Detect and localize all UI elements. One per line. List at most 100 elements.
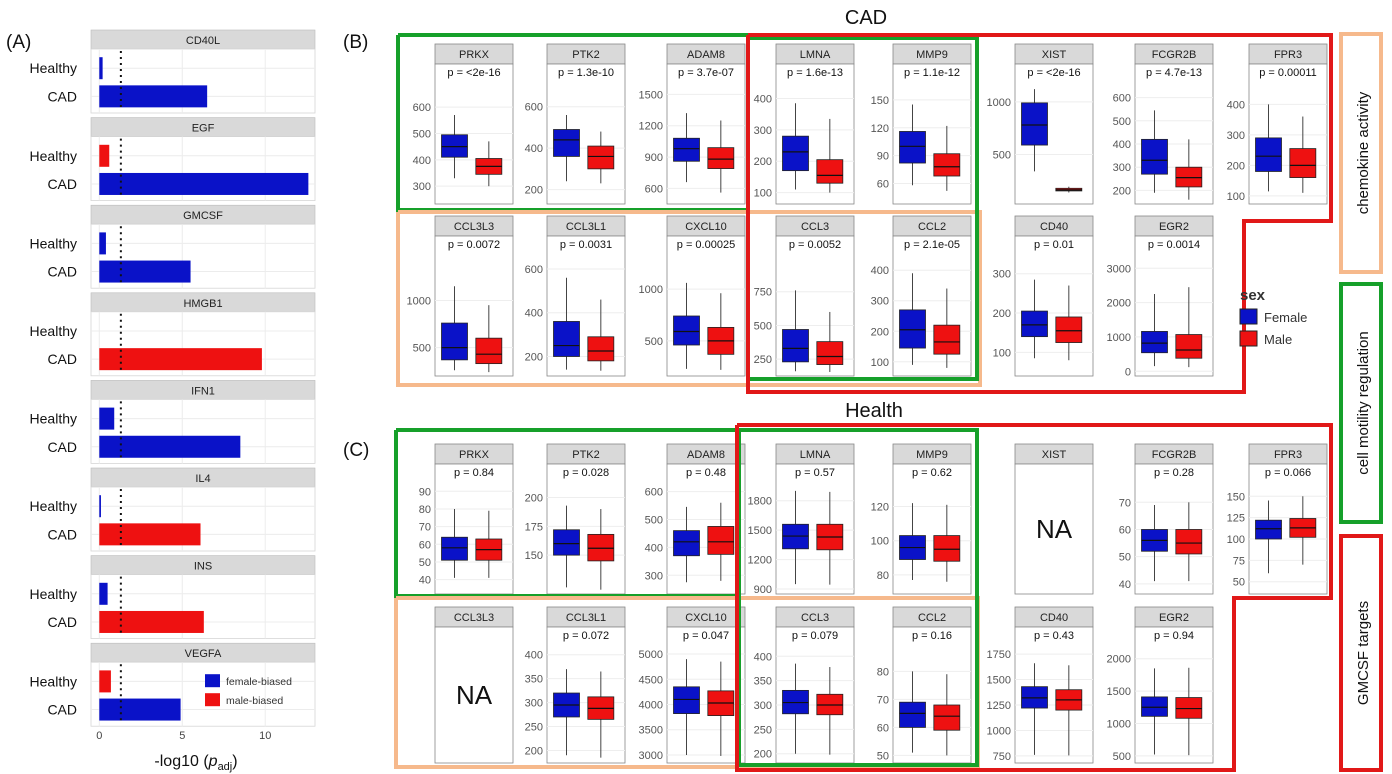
boxplot-gene-label: CCL2: [918, 612, 946, 624]
boxplot-gene-label: ADAM8: [687, 449, 725, 461]
p-value-label: p = 0.16: [912, 630, 952, 642]
y-tick-label: 60: [877, 178, 889, 190]
frame-c-red: [735, 423, 1333, 772]
y-tick-label: 600: [1113, 93, 1131, 105]
p-value-label: p = 0.48: [686, 467, 726, 479]
boxplot-ptk2: PTK2 150 175 200 p = 0.028: [525, 443, 626, 595]
p-value-label: p = 0.28: [1154, 467, 1194, 479]
boxplot-ccl3: CCL3 250 500 750 p = 0.0052: [754, 215, 855, 377]
bar-healthy-male: [99, 144, 110, 167]
y-tick-label: 125: [1227, 513, 1245, 525]
p-value-label: p = 0.00025: [677, 239, 735, 251]
y-tick-label: 200: [525, 351, 543, 363]
y-tick-label: 75: [1233, 555, 1245, 567]
p-value-label: p = <2e-16: [1027, 67, 1080, 79]
boxplot-gene-label: CCL3L1: [566, 221, 606, 233]
y-tick-label: 900: [754, 584, 772, 596]
facet-strip-label: GMCSF: [183, 210, 223, 222]
boxplot-gene-label: LMNA: [800, 449, 831, 461]
box-male: [1289, 148, 1317, 178]
boxplot-plot-area: [434, 63, 514, 205]
boxplot-gene-label: FPR3: [1274, 449, 1302, 461]
y-tick-label: 1000: [987, 725, 1011, 737]
highlight-frames: [394, 33, 1333, 772]
boxplot-plot-area: [546, 463, 626, 595]
panel-label-c: (C): [343, 440, 369, 461]
boxplot-gene-label: CCL3L3: [454, 612, 494, 624]
box-female: [782, 135, 809, 172]
p-value-label: p = 0.0052: [789, 239, 841, 251]
facet-il4: IL4 Healthy CAD: [30, 467, 316, 552]
box-male: [587, 145, 615, 170]
boxplot-cd40: CD40 100 200 300 p = 0.01: [993, 215, 1094, 377]
p-value-label: p = 0.079: [792, 630, 838, 642]
boxplot-gene-label: FCGR2B: [1152, 449, 1197, 461]
boxplot-plot-area: [775, 63, 855, 205]
p-value-label: p = 3.7e-07: [678, 67, 734, 79]
box-male: [933, 704, 961, 731]
box-female: [673, 686, 700, 714]
p-value-label: p = 0.94: [1154, 630, 1194, 642]
y-tick-label: 90: [419, 486, 431, 498]
frame-b-orange: [396, 210, 982, 387]
y-tick-label: 4500: [639, 674, 663, 686]
y-tick-label: 750: [754, 287, 772, 299]
group-label-cad: CAD: [47, 176, 77, 192]
y-tick-label: 300: [413, 181, 431, 193]
facet-strip-label: IL4: [195, 473, 210, 485]
facet-ins: INS Healthy CAD: [30, 555, 316, 639]
p-value-label: p = 0.57: [795, 467, 835, 479]
p-value-label: p = 0.066: [1265, 467, 1311, 479]
side-label-gmcsf: GMCSF targets: [1339, 534, 1383, 772]
boxplot-gene-label: FCGR2B: [1152, 49, 1197, 61]
y-tick-label: 1500: [748, 525, 772, 537]
p-value-label: p = <2e-16: [447, 67, 500, 79]
boxplot-mmp9: MMP9 60 90 120 150 p = 1.1e-12: [871, 43, 972, 205]
boxplot-fpr3: FPR3 100 200 300 400 p = 0.00011: [1227, 43, 1328, 205]
y-tick-label: 1000: [1107, 718, 1131, 730]
bar-cad-male: [99, 348, 262, 371]
box-male: [1175, 697, 1203, 719]
y-tick-label: 90: [877, 151, 889, 163]
facet-gmcsf: GMCSF Healthy CAD: [30, 204, 316, 289]
y-tick-label: 150: [525, 550, 543, 562]
panel-c-health-boxplots: PRKX 40 50 60 70 80 90 p = 0.84 PTK2 150 175 200 p =…: [419, 443, 1328, 764]
p-value-label: p = 1.1e-12: [904, 67, 960, 79]
facet-ifn1: IFN1 Healthy CAD: [30, 380, 316, 464]
box-male: [707, 147, 735, 169]
y-tick-label: 400: [1227, 99, 1245, 111]
facet-strip-label: VEGFA: [185, 648, 222, 660]
y-tick-label: 150: [1227, 491, 1245, 503]
panel-a-barchart: CD40L Healthy CAD EGF Healthy CAD GMCSF Healthy…: [30, 29, 316, 773]
box-female: [1141, 331, 1168, 354]
y-tick-label: 1000: [1107, 332, 1131, 344]
y-tick-label: 400: [525, 650, 543, 662]
boxplot-plot-area: [892, 235, 972, 377]
y-tick-label: 750: [993, 751, 1011, 763]
boxplot-cxcl10: CXCL10 3000 3500 4000 4500 5000 p = 0.047: [639, 606, 746, 764]
legend-bias-female-label: female-biased: [226, 676, 292, 688]
group-label-cad: CAD: [47, 264, 77, 280]
y-tick-label: 80: [877, 666, 889, 678]
boxplot-fcgr2b: FCGR2B 40 50 60 70 p = 0.28: [1119, 443, 1214, 595]
y-tick-label: 200: [871, 326, 889, 338]
boxplot-gene-label: FPR3: [1274, 49, 1302, 61]
boxplot-ccl2: CCL2 50 60 70 80 p = 0.16: [877, 606, 972, 764]
bar-cad-female: [99, 435, 241, 458]
x-tick-label: 10: [259, 730, 271, 742]
y-tick-label: 70: [1119, 497, 1131, 509]
boxplot-gene-label: EGR2: [1159, 221, 1189, 233]
side-label-chemokine-text: chemokine activity: [1355, 91, 1372, 214]
y-tick-label: 1250: [987, 700, 1011, 712]
box-male: [933, 153, 961, 177]
y-tick-label: 1750: [987, 649, 1011, 661]
boxplot-plot-area: [434, 463, 514, 595]
y-tick-label: 60: [419, 539, 431, 551]
box-female: [899, 309, 926, 349]
y-tick-label: 250: [754, 354, 772, 366]
box-female: [1021, 102, 1048, 146]
boxplot-ptk2: PTK2 200 400 600 p = 1.3e-10: [525, 43, 626, 205]
boxplot-gene-label: CCL3: [801, 612, 829, 624]
y-tick-label: 3500: [639, 725, 663, 737]
y-tick-label: 400: [525, 143, 543, 155]
